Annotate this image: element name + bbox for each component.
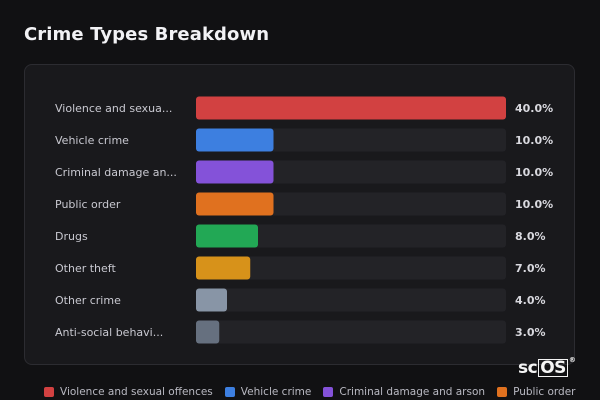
logo-text-sc: sc xyxy=(518,358,538,378)
category-label: Violence and sexua... xyxy=(55,102,172,115)
legend-item[interactable]: Vehicle crime xyxy=(224,386,312,398)
chart-card: Violence and sexua... 40.0% Vehicle crime 1… xyxy=(24,64,575,365)
legend-label: Public order xyxy=(513,386,576,398)
value-label: 10.0% xyxy=(515,134,553,147)
bar-track xyxy=(196,256,506,280)
value-label: 10.0% xyxy=(515,166,553,179)
bar[interactable] xyxy=(196,192,274,216)
bar[interactable] xyxy=(196,320,220,344)
category-label: Criminal damage an... xyxy=(55,166,177,179)
value-label: 8.0% xyxy=(515,230,546,243)
category-label: Vehicle crime xyxy=(55,134,129,147)
bar-chart: Violence and sexua... 40.0% Vehicle crime 1… xyxy=(55,96,553,344)
value-label: 7.0% xyxy=(515,262,546,275)
bar[interactable] xyxy=(196,96,506,120)
scos-logo: sc OS ® xyxy=(518,356,576,378)
legend-item[interactable]: Criminal damage and arson xyxy=(323,386,485,398)
category-label: Other crime xyxy=(55,294,121,307)
legend-item[interactable]: Violence and sexual offences xyxy=(44,386,213,398)
value-label: 4.0% xyxy=(515,294,546,307)
chart-legend: Violence and sexual offences Vehicle crim… xyxy=(44,386,575,398)
legend-label: Violence and sexual offences xyxy=(60,386,213,398)
chart-title: Crime Types Breakdown xyxy=(24,24,270,45)
bar-track xyxy=(196,320,506,344)
logo-text-os: OS xyxy=(538,358,568,378)
legend-swatch xyxy=(224,387,235,397)
value-label: 3.0% xyxy=(515,326,546,339)
bar[interactable] xyxy=(196,224,258,248)
bar[interactable] xyxy=(196,160,274,184)
value-label: 10.0% xyxy=(515,198,553,211)
legend-swatch xyxy=(323,387,334,397)
legend-swatch xyxy=(44,387,54,397)
bar-track xyxy=(196,288,506,312)
bar-track xyxy=(196,224,506,248)
legend-label: Criminal damage and arson xyxy=(339,386,486,398)
category-label: Drugs xyxy=(55,230,88,243)
category-label: Public order xyxy=(55,198,121,211)
category-label: Other theft xyxy=(55,262,116,275)
value-label: 40.0% xyxy=(515,102,553,115)
legend-swatch xyxy=(497,387,508,397)
legend-item[interactable]: Public order xyxy=(497,386,575,398)
bar[interactable] xyxy=(196,128,274,152)
category-label: Anti-social behavi... xyxy=(55,326,163,339)
bar[interactable] xyxy=(196,288,227,312)
logo-registered-mark: ® xyxy=(568,356,576,364)
bar[interactable] xyxy=(196,256,251,280)
legend-label: Vehicle crime xyxy=(240,386,312,398)
